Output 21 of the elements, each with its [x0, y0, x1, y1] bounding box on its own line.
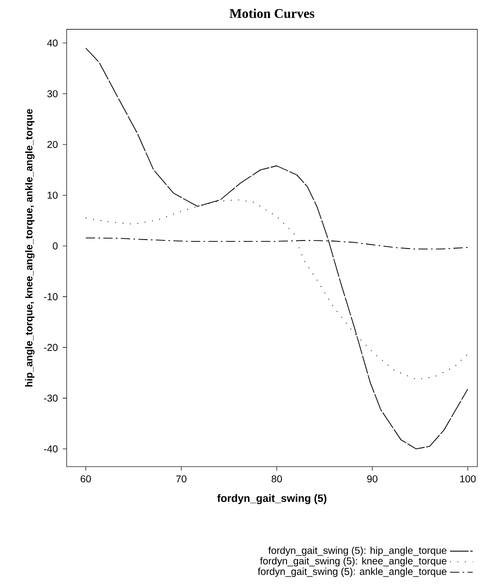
chart-title: Motion Curves: [230, 8, 314, 18]
y-tick-label: 10: [48, 192, 58, 199]
x-tick-label: 70: [176, 475, 186, 482]
legend-label: fordyn_gait_swing (5): knee_angle_torque: [260, 557, 446, 566]
y-tick-label: -10: [44, 293, 58, 300]
y-tick-label: 30: [47, 90, 58, 98]
y-tick-label: 0: [52, 242, 58, 250]
x-axis-title: fordyn_gait_swing (5): [217, 494, 326, 504]
legend-label: fordyn_gait_swing (5): hip_angle_torque: [268, 546, 446, 556]
y-tick-label: -40: [44, 445, 58, 452]
x-tick-label: 60: [80, 475, 91, 482]
y-tick-label: -30: [44, 394, 58, 402]
y-tick-label: 40: [47, 39, 58, 47]
x-tick-label: 80: [272, 475, 282, 482]
x-tick-label: 100: [460, 475, 476, 482]
y-tick-label: 20: [47, 140, 58, 148]
legend-label: fordyn_gait_swing (5): ankle_angle_torque: [258, 568, 446, 577]
y-axis-title: hip_angle_torque, knee_angle_torque, ankle_angle_torque: [25, 109, 34, 387]
y-tick-label: -20: [44, 344, 58, 351]
x-tick-label: 90: [367, 475, 378, 482]
line-series: [85, 48, 468, 450]
